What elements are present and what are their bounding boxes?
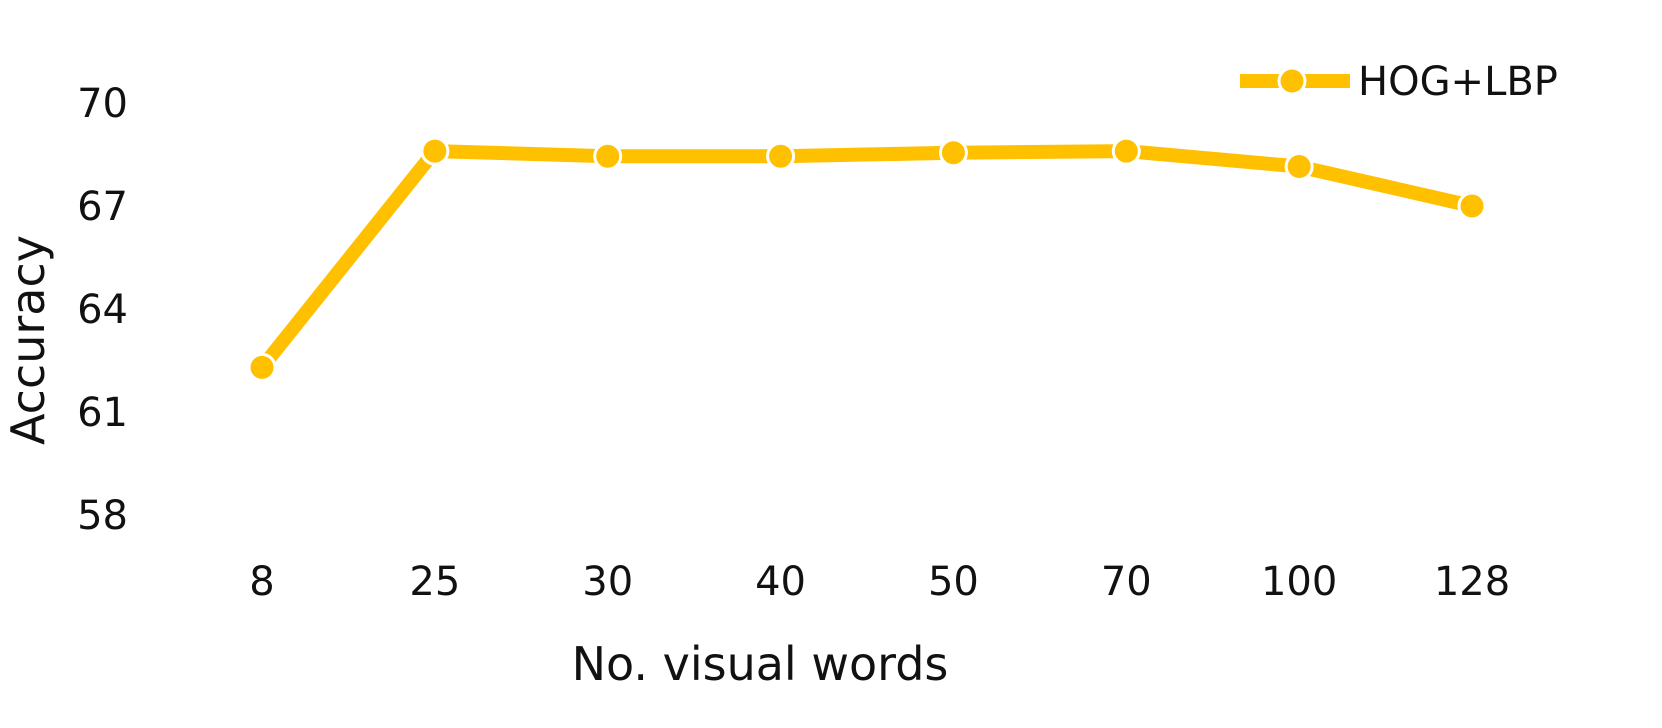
x-tick-label: 128	[1434, 559, 1510, 605]
legend: HOG+LBP	[1240, 59, 1558, 105]
data-point	[938, 138, 968, 168]
series-layer	[247, 136, 1487, 382]
x-tick-labels: 8 25 30 40 50 70 100 128	[249, 559, 1510, 605]
series-line	[255, 144, 1479, 375]
y-tick-labels: 58 61 64 67 70	[77, 81, 128, 539]
x-tick-label: 100	[1261, 559, 1337, 605]
data-point	[766, 141, 796, 171]
y-tick-label: 64	[77, 287, 128, 333]
x-tick-label: 8	[249, 559, 274, 605]
data-point	[420, 136, 450, 166]
data-point	[247, 352, 277, 382]
data-point	[1457, 191, 1487, 221]
y-tick-label: 58	[77, 493, 128, 539]
x-tick-label: 25	[409, 559, 460, 605]
x-tick-label: 50	[928, 559, 979, 605]
y-tick-label: 70	[77, 81, 128, 127]
data-point	[593, 141, 623, 171]
y-axis-title: Accuracy	[1, 235, 55, 445]
legend-label: HOG+LBP	[1358, 59, 1558, 105]
x-tick-label: 30	[582, 559, 633, 605]
data-point	[1111, 136, 1141, 166]
legend-marker	[1277, 66, 1307, 96]
x-tick-label: 40	[755, 559, 806, 605]
y-tick-label: 61	[77, 390, 128, 436]
y-tick-label: 67	[77, 184, 128, 230]
x-tick-label: 70	[1101, 559, 1152, 605]
x-axis-title: No. visual words	[572, 637, 949, 691]
data-point	[1284, 152, 1314, 182]
